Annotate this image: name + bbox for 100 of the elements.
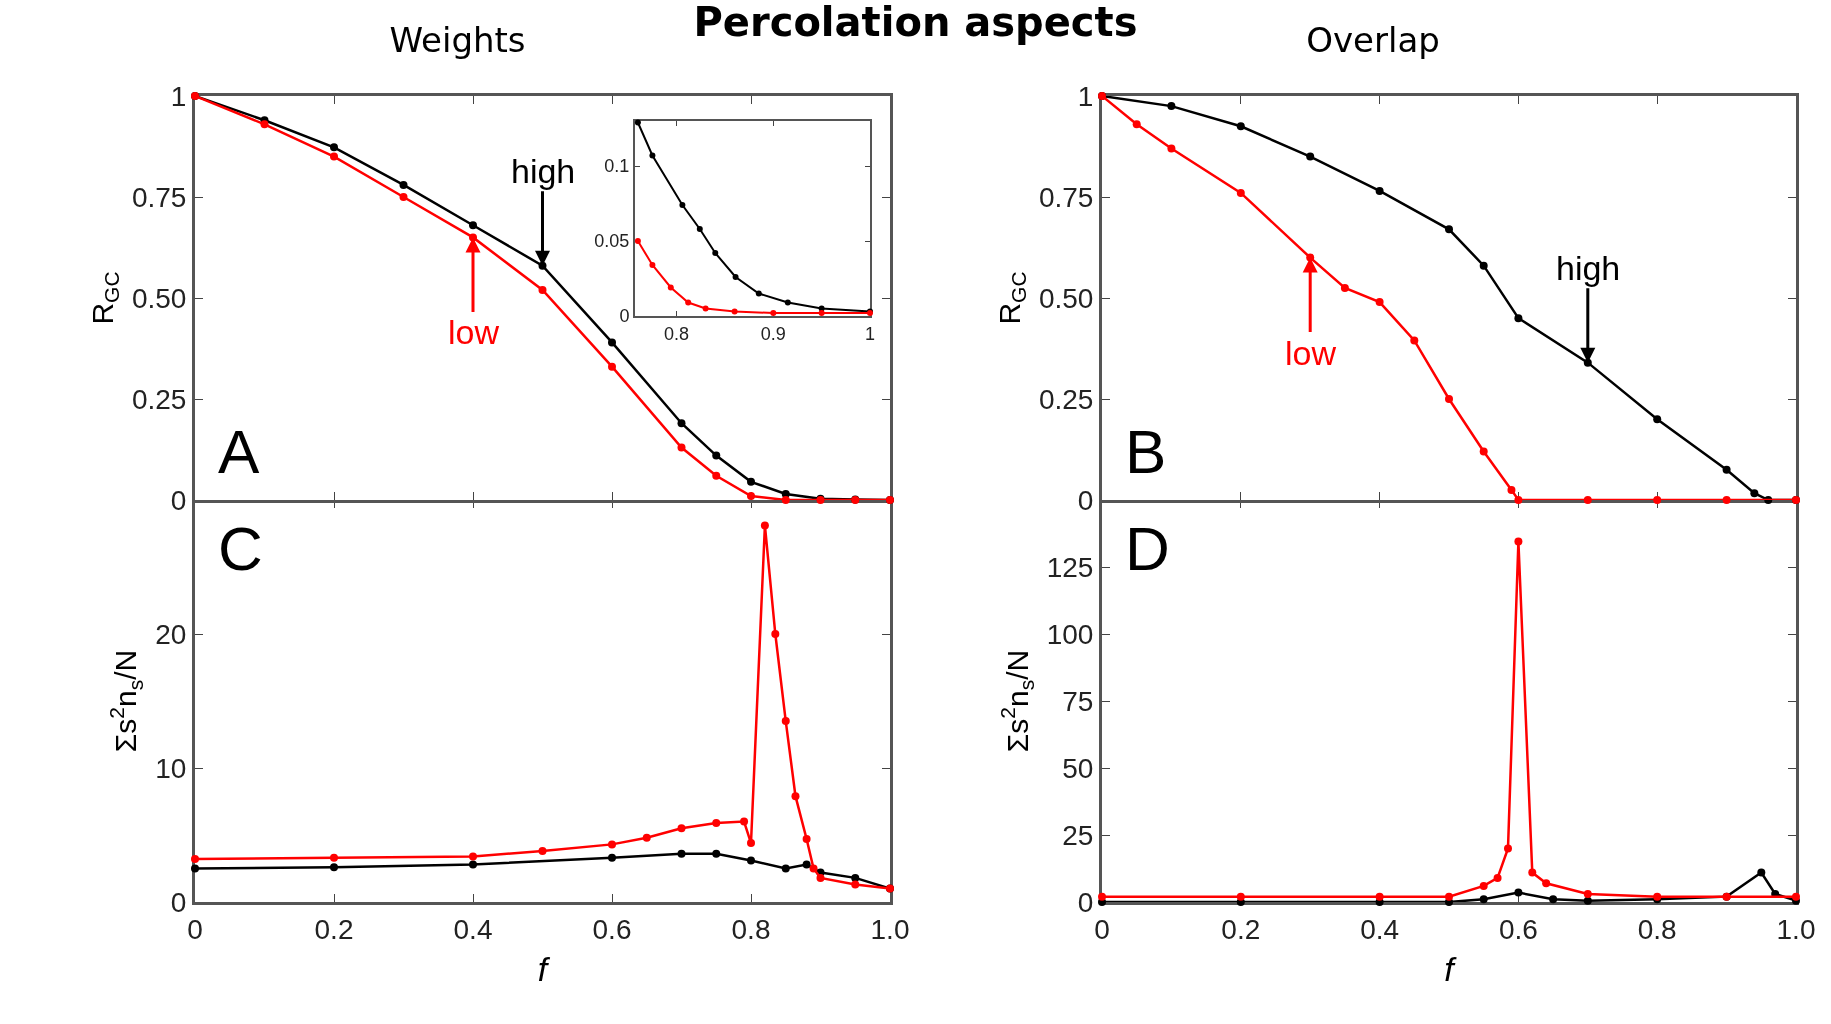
point bbox=[712, 250, 719, 256]
point bbox=[1542, 879, 1551, 888]
x-tick-label: 0.8 bbox=[1637, 913, 1677, 945]
y-tick-label: 100 bbox=[1046, 618, 1094, 650]
y-tick-label: 0.05 bbox=[594, 231, 630, 252]
y-tick-label: 0.1 bbox=[604, 156, 630, 177]
annotation: C bbox=[218, 514, 263, 583]
point bbox=[634, 238, 641, 244]
point bbox=[469, 233, 477, 242]
point bbox=[802, 860, 811, 869]
point bbox=[1132, 120, 1141, 129]
x-tick-label: 0.4 bbox=[453, 913, 493, 945]
point bbox=[685, 299, 692, 306]
point bbox=[1375, 892, 1384, 901]
y-tick-label: 125 bbox=[1046, 551, 1094, 583]
y-tick-label: 10 bbox=[155, 752, 187, 784]
point bbox=[816, 873, 825, 882]
point bbox=[1549, 895, 1558, 904]
point bbox=[1340, 283, 1349, 292]
x-tick-label: 0.8 bbox=[664, 323, 690, 344]
x-axis-title: f bbox=[537, 949, 551, 988]
point bbox=[802, 835, 811, 844]
point bbox=[1528, 868, 1537, 877]
y-tick-label: 0 bbox=[619, 306, 630, 327]
point bbox=[851, 880, 860, 889]
point bbox=[747, 477, 755, 486]
point bbox=[851, 873, 860, 882]
point bbox=[634, 119, 641, 126]
y-tick-label: 0.25 bbox=[131, 383, 187, 415]
x-tick-label: 0.9 bbox=[760, 323, 786, 344]
point bbox=[770, 310, 777, 316]
point bbox=[1445, 892, 1453, 901]
y-tick-label: 20 bbox=[155, 618, 187, 650]
point bbox=[809, 864, 818, 873]
point bbox=[330, 863, 338, 872]
annotation: A bbox=[218, 417, 260, 486]
point bbox=[191, 855, 199, 864]
point bbox=[1479, 881, 1488, 890]
point bbox=[1722, 496, 1731, 504]
point bbox=[731, 308, 738, 315]
point bbox=[1514, 496, 1523, 504]
point bbox=[732, 274, 739, 280]
y-tick-label: 0 bbox=[1077, 484, 1094, 516]
point bbox=[677, 824, 686, 833]
point bbox=[538, 285, 547, 294]
point bbox=[330, 143, 338, 152]
point bbox=[1479, 447, 1488, 456]
chart-title: Overlap bbox=[1306, 19, 1440, 60]
point bbox=[469, 860, 477, 869]
x-tick-label: 0.4 bbox=[1360, 913, 1400, 945]
point bbox=[1479, 895, 1488, 904]
point bbox=[608, 362, 616, 371]
y-tick-label: 25 bbox=[1062, 819, 1094, 851]
point bbox=[818, 310, 825, 316]
annotation: low bbox=[1285, 334, 1337, 372]
text: Percolation aspects bbox=[693, 0, 1138, 45]
point bbox=[1236, 122, 1245, 131]
point bbox=[667, 284, 674, 291]
y-tick-label: 0 bbox=[1077, 886, 1094, 918]
annotation: low bbox=[448, 313, 500, 351]
point bbox=[760, 521, 769, 530]
x-axis-title: f bbox=[1444, 949, 1458, 988]
y-tick-label: 0.50 bbox=[131, 282, 187, 314]
point bbox=[679, 202, 686, 208]
point bbox=[1306, 152, 1315, 161]
y-tick-label: 75 bbox=[1062, 685, 1094, 717]
y-tick-label: 50 bbox=[1062, 752, 1094, 784]
x-tick-label: 1.0 bbox=[870, 913, 910, 945]
point bbox=[191, 864, 199, 873]
point bbox=[1479, 261, 1488, 270]
point bbox=[702, 305, 709, 312]
point bbox=[1583, 358, 1592, 367]
point bbox=[1507, 485, 1516, 494]
point bbox=[1583, 496, 1592, 504]
point bbox=[260, 120, 269, 129]
point bbox=[791, 792, 800, 801]
annotation: D bbox=[1125, 514, 1170, 583]
point bbox=[781, 717, 790, 726]
point bbox=[677, 443, 686, 452]
point bbox=[1410, 336, 1419, 345]
x-tick-label: 1.0 bbox=[1776, 913, 1816, 945]
x-tick-label: 0.6 bbox=[592, 913, 632, 945]
point bbox=[1167, 102, 1176, 111]
x-tick-label: 0.2 bbox=[1221, 913, 1261, 945]
point bbox=[696, 226, 703, 232]
point bbox=[747, 491, 755, 500]
x-tick-label: 1 bbox=[864, 323, 876, 344]
point bbox=[784, 299, 791, 306]
y-tick-label: 0.75 bbox=[1038, 181, 1094, 213]
point bbox=[1236, 892, 1245, 901]
point bbox=[677, 419, 686, 428]
point bbox=[1792, 892, 1800, 901]
point bbox=[1493, 873, 1502, 882]
point bbox=[1236, 188, 1245, 197]
point bbox=[1583, 889, 1592, 898]
y-tick-label: 0.50 bbox=[1038, 282, 1094, 314]
point bbox=[1375, 186, 1384, 195]
point bbox=[608, 840, 616, 849]
y-tick-label: 0.75 bbox=[131, 181, 187, 213]
point bbox=[642, 833, 651, 842]
